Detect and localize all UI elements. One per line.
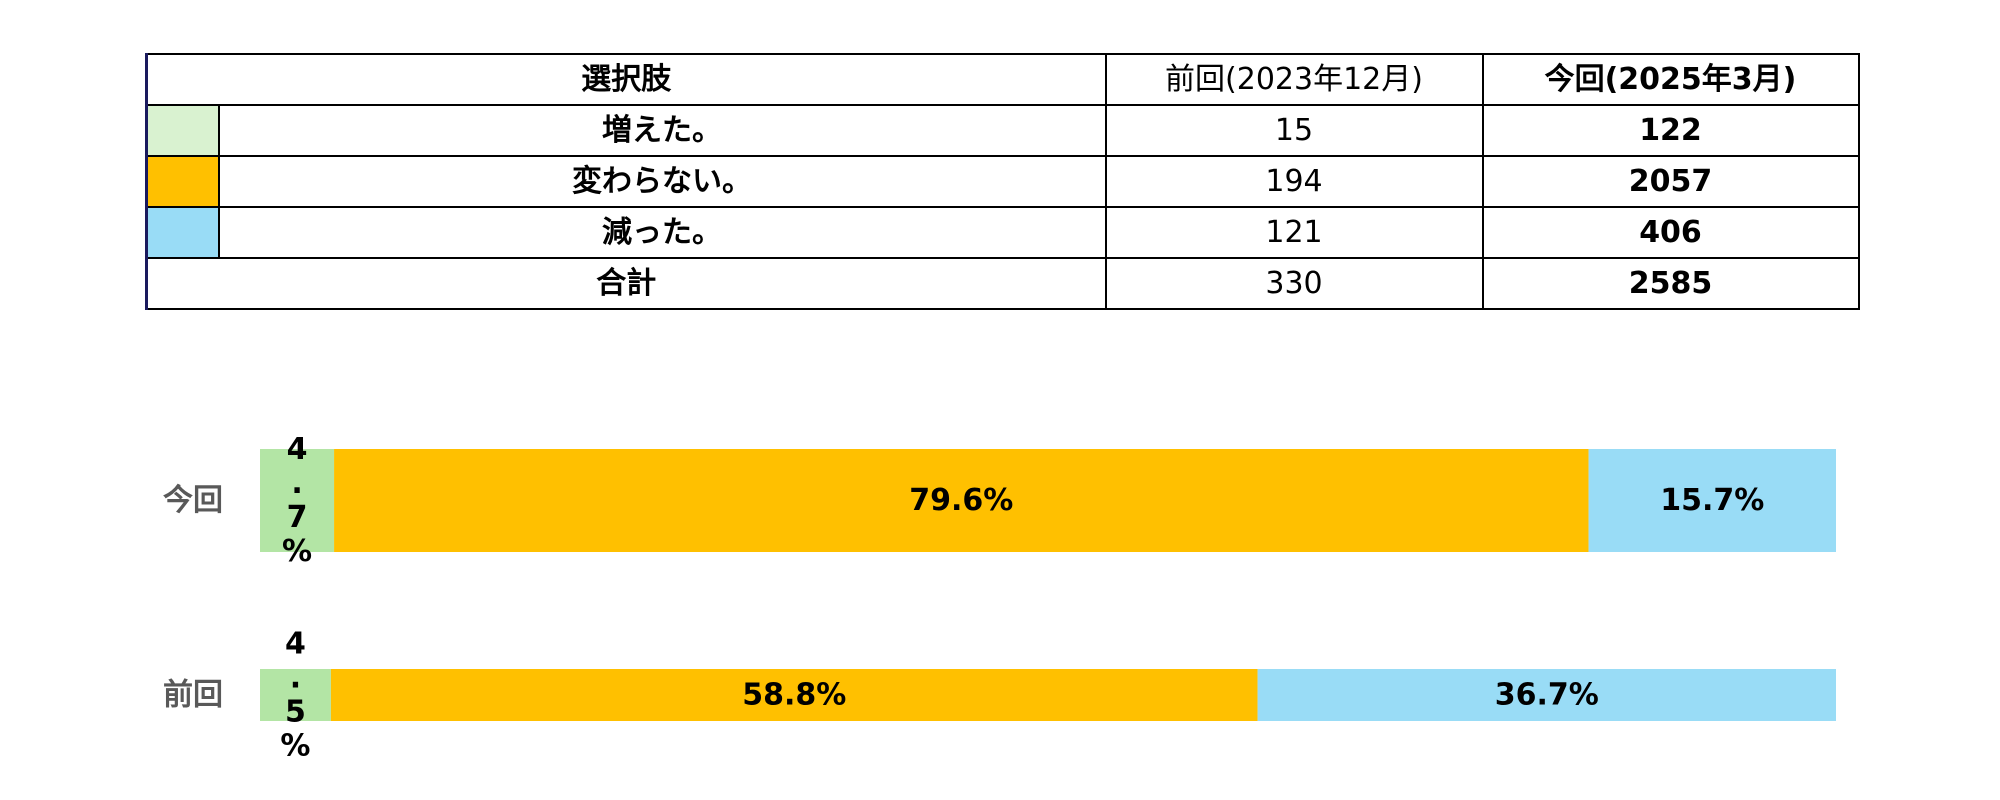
header-current: 今回(2025年3月) xyxy=(1481,53,1860,106)
total-label: 合計 xyxy=(145,257,1107,310)
row-label: 変わらない。 xyxy=(217,155,1107,208)
bar-segment xyxy=(334,449,1589,552)
data-label: 4. 7% xyxy=(282,432,312,569)
color-swatch xyxy=(145,155,220,208)
table-row: 減った。 121 406 xyxy=(145,206,1860,259)
row-label: 減った。 xyxy=(217,206,1107,259)
table-total-row: 合計 330 2585 xyxy=(145,257,1860,310)
data-label: 36.7% xyxy=(1495,678,1599,713)
data-label: 4. 5% xyxy=(280,627,310,764)
row-current: 406 xyxy=(1481,206,1860,259)
data-label: 58.8% xyxy=(742,678,846,713)
bar-segment xyxy=(1257,669,1836,721)
row-current: 2057 xyxy=(1481,155,1860,208)
table-row: 変わらない。 194 2057 xyxy=(145,155,1860,208)
row-label: 増えた。 xyxy=(217,104,1107,157)
total-current: 2585 xyxy=(1481,257,1860,310)
row-previous: 194 xyxy=(1104,155,1484,208)
row-previous: 121 xyxy=(1104,206,1484,259)
data-label: 79.6% xyxy=(909,483,1013,518)
row-previous: 15 xyxy=(1104,104,1484,157)
table-row: 増えた。 15 122 xyxy=(145,104,1860,157)
row-label: 前回 xyxy=(163,678,223,713)
bar-segment xyxy=(260,449,335,552)
total-previous: 330 xyxy=(1104,257,1484,310)
bar-segment xyxy=(330,669,1258,721)
header-choice: 選択肢 xyxy=(145,53,1107,106)
header-previous: 前回(2023年12月) xyxy=(1104,53,1484,106)
data-label: 15.7% xyxy=(1660,483,1764,518)
data-table: 選択肢 前回(2023年12月) 今回(2025年3月) 増えた。 15 122… xyxy=(145,53,1860,310)
row-current: 122 xyxy=(1481,104,1860,157)
bar-segment xyxy=(1588,449,1836,552)
color-swatch xyxy=(145,206,220,259)
table-header-row: 選択肢 前回(2023年12月) 今回(2025年3月) xyxy=(145,53,1860,106)
bar-segment xyxy=(260,669,331,721)
color-swatch xyxy=(145,104,220,157)
row-label: 今回 xyxy=(163,483,223,518)
